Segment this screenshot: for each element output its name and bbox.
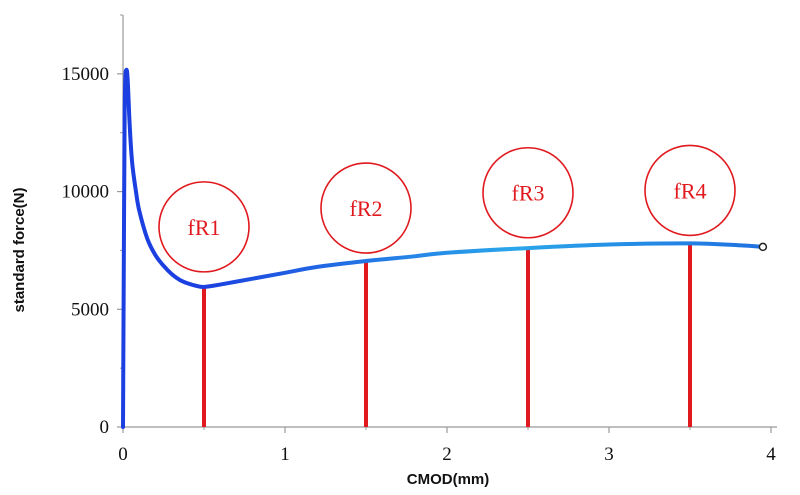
marker-circle-fr1 [158,181,250,273]
marker-label-fr2: fR2 [350,196,383,221]
marker-label-fr1: fR1 [188,215,221,240]
x-axis-title: CMOD(mm) [407,471,490,488]
y-tick-label: 0 [100,417,110,438]
force-cmod-curve [121,67,765,429]
marker-circle-fr3 [482,146,574,239]
marker-circle-fr2 [320,162,412,254]
y-tick-label: 10000 [62,182,110,203]
x-axis-ticks: 0 1 2 3 4 [118,427,776,465]
y-tick-label: 5000 [71,299,109,320]
marker-label-fr4: fR4 [674,178,707,203]
y-axis-title: standard force(N) [11,187,28,312]
fr-marker-lines [202,243,692,427]
x-tick-label: 0 [118,444,128,465]
y-axis-ticks: 0 5000 10000 15000 [62,14,123,438]
x-tick-label: 4 [766,444,776,465]
x-tick-label: 2 [442,444,452,465]
marker-circle-fr4 [644,144,736,237]
marker-label-fr3: fR3 [512,181,545,206]
curve-end-marker [758,242,768,252]
fr-marker-circles: fR1 fR2 fR3 fR4 [158,144,736,273]
x-tick-label: 1 [280,444,290,465]
y-tick-label: 15000 [62,64,110,85]
x-tick-label: 3 [604,444,614,465]
